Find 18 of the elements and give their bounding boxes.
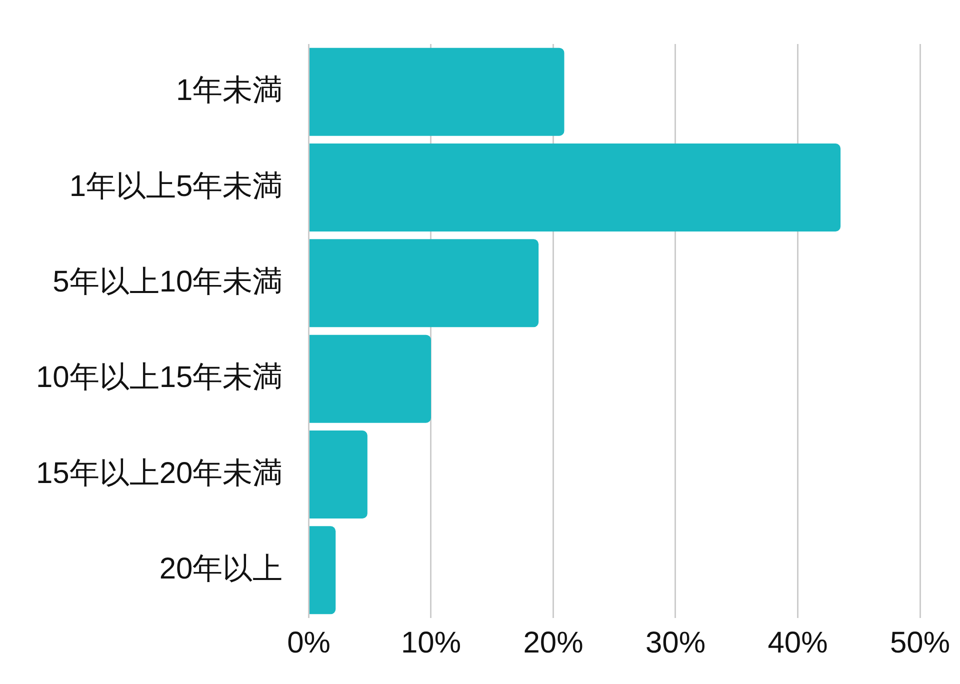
x-tick-label: 30%	[645, 626, 706, 660]
x-tick-label: 20%	[523, 626, 584, 660]
y-tick-label: 1年未満	[176, 74, 283, 108]
bar	[309, 239, 539, 328]
y-tick-label: 15年以上20年未満	[36, 456, 283, 490]
x-tick-label: 50%	[890, 626, 950, 660]
y-tick-label: 20年以上	[159, 552, 283, 586]
bar	[309, 430, 368, 519]
x-tick-label: 10%	[400, 626, 462, 660]
y-tick-label: 1年以上5年未満	[69, 170, 283, 203]
bar	[309, 526, 336, 614]
bar	[309, 334, 431, 423]
y-tick-label: 5年以上10年未満	[52, 265, 283, 298]
bar	[309, 143, 841, 232]
bar	[309, 48, 564, 136]
x-tick-label: 40%	[768, 626, 828, 660]
y-tick-label: 10年以上15年未満	[36, 361, 283, 394]
x-tick-label: 0%	[287, 626, 330, 660]
